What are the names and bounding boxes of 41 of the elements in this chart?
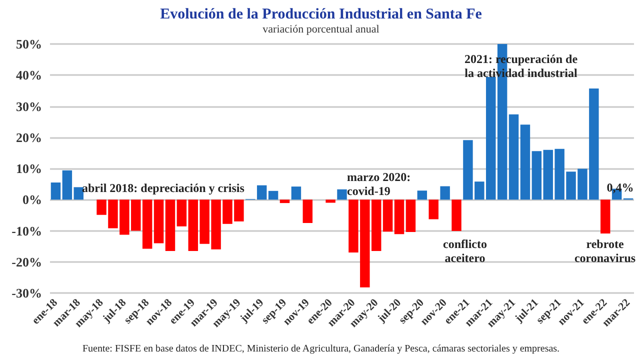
bar [326,200,336,203]
source-note: Fuente: FISFE en base datos de INDEC, Ministerio de Agricultura, Ganadería y Pesca, cámaras sectoriales y empresas. [82,344,560,354]
bar [394,200,404,234]
bar [520,124,530,200]
data-label: 0,4% [606,180,634,194]
annotation: abril 2018: depreciación y crisis [82,181,245,195]
bar [268,190,278,200]
chart-title: Evolución de la Producción Industrial en Santa Fe [160,6,482,22]
bar [176,200,187,226]
bar [440,186,450,200]
y-tick-label: 40% [16,68,42,83]
bar [417,190,428,200]
bar [50,182,61,200]
bar [337,189,347,200]
y-tick-label: 0% [22,192,42,208]
bar [302,200,313,223]
bar [452,200,462,232]
annotation: rebrote coronavirus [574,237,636,265]
y-tick-label: 30% [16,98,42,114]
bar [74,187,84,200]
bar [600,200,610,234]
bar [280,200,290,204]
annotation: conflicto aceitero [443,237,487,265]
annotation: marzo 2020: covid-19 [347,170,411,198]
bar [508,114,519,200]
bar [291,186,302,200]
y-tick-label: 10% [16,161,42,176]
bar [532,151,542,200]
chart-subtitle: variación porcentual anual [262,24,380,36]
y-tick-label: -10% [12,223,42,238]
y-tick-label: -30% [12,286,42,300]
y-tick-label: 20% [16,130,42,145]
bar [382,200,393,232]
bar [165,200,176,251]
bar [428,200,438,220]
y-tick-label: 50% [16,36,42,52]
bar [406,200,416,232]
bar [154,200,164,244]
y-tick-label: -20% [12,254,42,270]
bar [142,200,152,249]
bar [62,170,72,200]
